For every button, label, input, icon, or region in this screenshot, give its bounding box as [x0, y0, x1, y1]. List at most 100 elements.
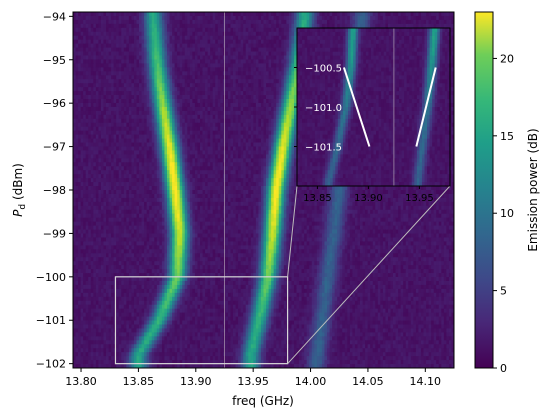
heatmap-cell: [217, 102, 221, 108]
heatmap-cell: [141, 19, 145, 25]
heatmap-cell: [161, 47, 165, 52]
heatmap-cell: [243, 99, 247, 104]
heatmap-cell: [80, 110, 84, 116]
heatmap-cell: [243, 27, 247, 33]
heatmap-cell: [286, 102, 290, 108]
heatmap-cell: [123, 31, 127, 37]
heatmap-cell: [108, 138, 112, 143]
heatmap-cell: [128, 102, 132, 108]
heatmap-cell: [164, 39, 168, 45]
heatmap-cell: [123, 134, 127, 139]
heatmap-cell: [258, 71, 262, 76]
heatmap-cell: [136, 63, 140, 68]
heatmap-cell: [210, 122, 214, 128]
heatmap-cell: [431, 12, 435, 17]
heatmap-cell: [375, 19, 379, 25]
heatmap-cell: [207, 12, 211, 17]
heatmap-cell: [446, 15, 450, 21]
heatmap-cell: [276, 35, 280, 41]
heatmap-cell: [83, 63, 87, 68]
heatmap-cell: [255, 130, 259, 136]
heatmap-cell: [271, 95, 275, 100]
heatmap-cell: [316, 19, 320, 25]
heatmap-cell: [111, 19, 115, 25]
heatmap-cell: [263, 12, 267, 17]
heatmap-cell: [238, 122, 242, 128]
heatmap-cell: [194, 47, 198, 52]
heatmap-cell: [194, 99, 198, 104]
heatmap-cell: [169, 130, 173, 136]
heatmap-cell: [420, 15, 424, 21]
heatmap-cell: [225, 51, 229, 56]
heatmap-cell: [408, 12, 412, 17]
heatmap-cell: [159, 83, 163, 88]
heatmap-cell: [433, 12, 437, 17]
heatmap-cell: [194, 23, 198, 29]
heatmap-cell: [192, 134, 196, 139]
heatmap-cell: [154, 47, 158, 52]
heatmap-cell: [136, 118, 140, 124]
heatmap-cell: [136, 106, 140, 112]
heatmap-cell: [233, 39, 236, 45]
heatmap-cell: [215, 55, 219, 60]
heatmap-cell: [286, 23, 290, 29]
heatmap-cell: [408, 15, 412, 21]
heatmap-cell: [187, 15, 191, 21]
heatmap-cell: [278, 91, 282, 96]
heatmap-cell: [405, 19, 409, 25]
heatmap-cell: [220, 102, 224, 108]
heatmap-cell: [286, 35, 290, 41]
heatmap-cell: [281, 114, 285, 120]
heatmap-cell: [177, 59, 181, 64]
heatmap-cell: [187, 27, 191, 33]
heatmap-cell: [253, 39, 257, 45]
heatmap-cell: [146, 95, 150, 100]
heatmap-cell: [266, 47, 269, 52]
heatmap-cell: [207, 59, 211, 64]
heatmap-cell: [227, 75, 231, 80]
heatmap-cell: [133, 122, 137, 128]
heatmap-cell: [121, 63, 125, 68]
heatmap-cell: [220, 75, 224, 80]
heatmap-cell: [230, 118, 234, 124]
heatmap-cell: [243, 35, 247, 41]
heatmap-cell: [123, 39, 127, 45]
heatmap-cell: [263, 130, 267, 136]
heatmap-cell: [75, 19, 79, 25]
heatmap-cell: [248, 130, 252, 136]
heatmap-cell: [329, 23, 333, 29]
heatmap-cell: [238, 47, 242, 52]
heatmap-cell: [156, 55, 160, 60]
heatmap-cell: [78, 19, 82, 25]
heatmap-cell: [182, 134, 186, 139]
heatmap-cell: [159, 75, 163, 80]
heatmap-cell: [159, 71, 163, 76]
heatmap-cell: [258, 126, 262, 132]
heatmap-cell: [235, 31, 239, 37]
heatmap-cell: [293, 12, 297, 17]
heatmap-cell: [286, 106, 290, 112]
heatmap-cell: [255, 138, 259, 143]
heatmap-cell: [136, 51, 140, 56]
heatmap-cell: [227, 130, 231, 136]
heatmap-cell: [194, 118, 198, 124]
heatmap-cell: [266, 12, 269, 17]
heatmap-cell: [255, 71, 259, 76]
heatmap-cell: [182, 31, 186, 37]
heatmap-cell: [133, 55, 137, 60]
heatmap-cell: [255, 91, 259, 96]
heatmap-cell: [253, 79, 257, 84]
heatmap-cell: [123, 79, 127, 84]
heatmap-cell: [161, 63, 165, 68]
heatmap-cell: [253, 23, 257, 29]
heatmap-cell: [161, 134, 165, 139]
heatmap-cell: [393, 19, 396, 25]
heatmap-cell: [126, 79, 130, 84]
heatmap-cell: [113, 99, 117, 104]
heatmap-cell: [136, 83, 140, 88]
heatmap-cell: [260, 75, 264, 80]
heatmap-cell: [210, 126, 214, 132]
heatmap-cell: [113, 87, 117, 92]
heatmap-cell: [166, 138, 170, 143]
heatmap-cell: [266, 15, 269, 21]
